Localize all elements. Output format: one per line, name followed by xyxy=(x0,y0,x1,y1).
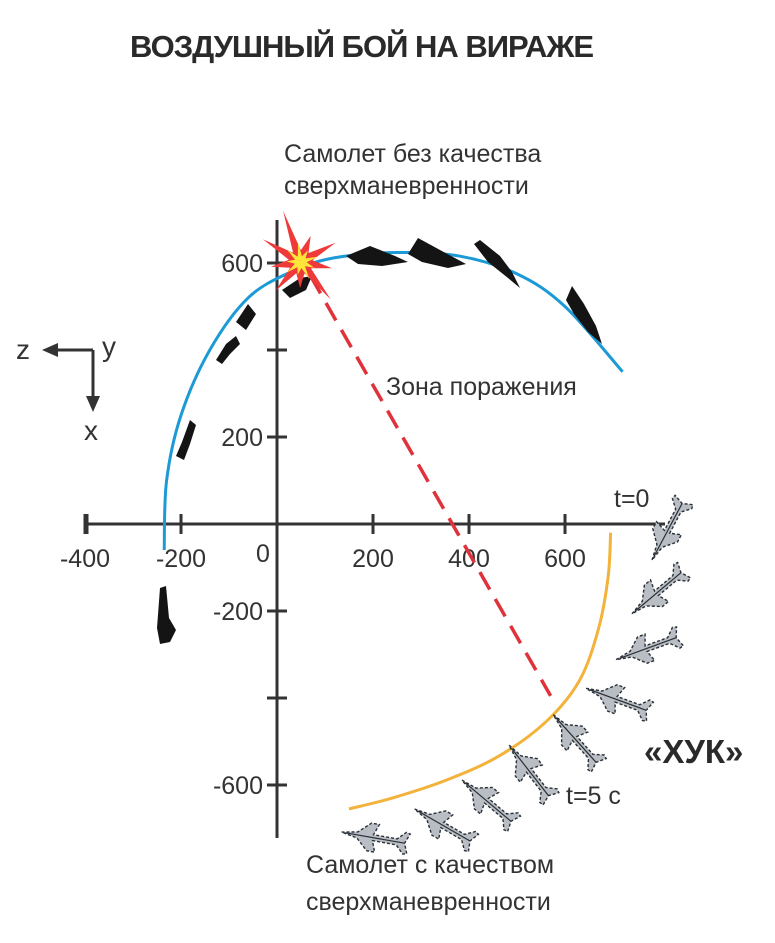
t0-label: t=0 xyxy=(614,485,649,513)
jet-icon xyxy=(615,626,685,664)
jet-icon xyxy=(585,684,655,722)
diagram-title: ВОЗДУШНЫЙ БОЙ НА ВИРАЖЕ xyxy=(130,28,593,64)
jet-spine xyxy=(653,503,683,557)
huk-label: «ХУК» xyxy=(644,733,743,770)
trajectory-with-supermaneuverability xyxy=(348,532,613,811)
plane-with-label-line1: Самолет с качеством xyxy=(306,851,554,879)
aircraft-icon xyxy=(408,238,466,268)
coordinate-legend: z y x xyxy=(16,331,116,446)
kill-zone-line xyxy=(309,275,553,697)
aircraft-icon xyxy=(346,246,408,266)
aircraft-icon xyxy=(474,240,520,288)
plane-with-label-line2: сверхманевренности xyxy=(306,888,551,916)
axes xyxy=(85,220,665,838)
jet-body xyxy=(651,494,694,561)
jet-spine xyxy=(589,689,647,711)
aircraft-icon xyxy=(176,420,196,460)
x-axis-letter: x xyxy=(84,415,98,446)
v-tick-label: -600 xyxy=(213,772,263,800)
jet-body xyxy=(414,808,480,853)
jet-spine xyxy=(511,747,549,797)
x-arrowhead-icon xyxy=(86,396,100,412)
jet-icon xyxy=(461,779,522,833)
jet-spine xyxy=(345,832,405,844)
aircraft-icon xyxy=(216,336,240,364)
plane-without-label-line1: Самолет без качества xyxy=(284,140,541,168)
jet-spine xyxy=(417,810,471,842)
h-tick-label: -400 xyxy=(60,545,110,573)
t5-label: t=5 с xyxy=(566,782,621,810)
explosion-icon xyxy=(262,210,336,300)
vertical-ticks: 600 200 -200 -600 xyxy=(213,250,287,800)
horizontal-ticks: -400 -200 200 400 600 xyxy=(60,514,586,573)
trajectory-without-supermaneuverability xyxy=(162,250,624,551)
v-tick-label: 200 xyxy=(221,424,263,452)
v-tick-label: -200 xyxy=(213,598,263,626)
conventional-aircraft-markers xyxy=(157,238,602,644)
aircraft-icon xyxy=(566,286,602,344)
jet-icon xyxy=(651,494,694,561)
jet-spine xyxy=(464,782,512,822)
jet-icon xyxy=(341,822,412,855)
jet-icon xyxy=(508,744,560,806)
jet-icon xyxy=(552,714,608,773)
jet-spine xyxy=(619,637,677,659)
v-tick-label: 600 xyxy=(221,250,263,278)
jet-icon xyxy=(631,561,692,615)
supermaneuverable-aircraft-markers xyxy=(341,494,694,855)
kill-zone-label: Зона поражения xyxy=(386,373,577,401)
plane-without-label-line2: сверхманевренности xyxy=(284,172,529,200)
aircraft-icon xyxy=(157,586,176,644)
aircraft-icon xyxy=(236,304,256,330)
y-axis-letter: y xyxy=(102,331,116,362)
z-axis-letter: z xyxy=(16,334,30,365)
jet-body xyxy=(615,626,685,664)
jet-spine xyxy=(555,717,597,763)
origin-label: 0 xyxy=(256,540,270,568)
aircraft-icon xyxy=(282,276,312,298)
h-tick-label: 600 xyxy=(544,545,586,573)
h-tick-label: 400 xyxy=(448,545,490,573)
h-tick-label: 200 xyxy=(352,545,394,573)
jet-body xyxy=(585,684,655,722)
jet-icon xyxy=(414,808,480,853)
jet-spine xyxy=(634,572,682,612)
z-arrowhead-icon xyxy=(42,343,58,357)
